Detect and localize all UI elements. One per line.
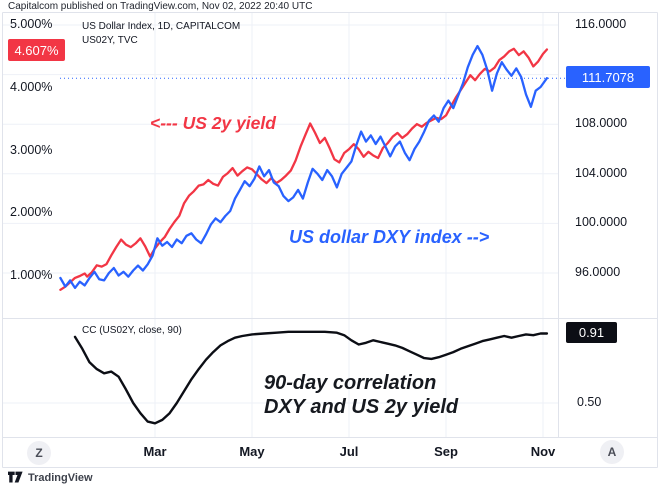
last-value-badge-correlation: 0.91: [566, 322, 617, 343]
auto-scale-button[interactable]: A: [600, 440, 624, 464]
series-cc-us02y-close-90: [73, 330, 549, 425]
correlation-study-legend[interactable]: CC (US02Y, close, 90): [82, 325, 182, 336]
time-axis-label-nov: Nov: [530, 444, 556, 459]
tradingview-branding[interactable]: TradingView: [8, 471, 93, 484]
legend-symbol-us02y: US02Y, TVC: [82, 35, 138, 46]
annotation-dxy-index: US dollar DXY index -->: [289, 227, 490, 247]
series-us02y-yield: [59, 47, 549, 291]
chart-legend[interactable]: US Dollar Index, 1D, CAPITALCOM US02Y, T…: [82, 20, 240, 48]
right-axis-tick: 104.0000: [575, 165, 628, 180]
time-axis-label-may: May: [239, 444, 265, 459]
zoom-out-button[interactable]: Z: [27, 441, 51, 465]
correlation-axis-tick: 0.50: [577, 395, 602, 409]
left-axis-tick: 3.000%: [10, 142, 53, 157]
brand-name: TradingView: [28, 471, 93, 484]
right-axis-tick: 96.0000: [575, 265, 621, 279]
left-axis-tick: 4.000%: [10, 79, 53, 94]
time-axis-label-jul: Jul: [339, 444, 359, 459]
right-axis-tick: 116.0000: [575, 17, 627, 31]
right-axis-tick: 100.0000: [575, 215, 628, 230]
last-price-badge-dxy: 111.7078: [566, 66, 650, 88]
left-axis-tick: 2.000%: [10, 205, 53, 220]
annotation-us2y-yield: <--- US 2y yield: [150, 113, 276, 133]
last-price-badge-yield: 4.607%: [8, 39, 65, 61]
annotation-correlation-line1: 90-day correlation: [264, 372, 437, 394]
legend-symbol-dxy: US Dollar Index, 1D, CAPITALCOM: [82, 21, 241, 32]
right-axis-tick: 108.0000: [575, 116, 628, 131]
annotation-correlation-line2: DXY and US 2y yield: [264, 396, 459, 418]
time-axis-label-mar: Mar: [143, 444, 167, 459]
tradingview-logo-icon: [8, 471, 23, 483]
series-us-dollar-index-dxy: [59, 44, 549, 290]
annotation-correlation: 90-day correlation DXY and US 2y yield: [264, 371, 458, 419]
attribution-text: Capitalcom published on TradingView.com,…: [8, 1, 313, 12]
time-axis-label-sep: Sep: [434, 444, 458, 459]
left-axis-tick: 1.000%: [10, 268, 53, 282]
left-axis-tick: 5.000%: [10, 17, 53, 31]
